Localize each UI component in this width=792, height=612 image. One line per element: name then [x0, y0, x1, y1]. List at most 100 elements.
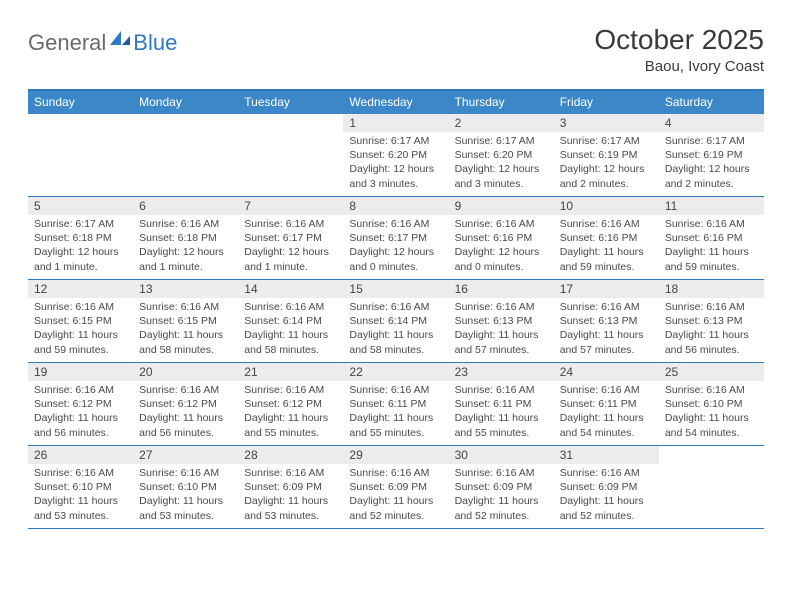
day-number: 6 — [133, 197, 238, 215]
sunrise-text: Sunrise: 6:17 AM — [34, 217, 127, 231]
day-body: Sunrise: 6:16 AMSunset: 6:12 PMDaylight:… — [133, 381, 238, 444]
day-number: 21 — [238, 363, 343, 381]
day-body: Sunrise: 6:16 AMSunset: 6:09 PMDaylight:… — [238, 464, 343, 527]
sunrise-text: Sunrise: 6:16 AM — [560, 466, 653, 480]
day-cell: 17Sunrise: 6:16 AMSunset: 6:13 PMDayligh… — [554, 280, 659, 362]
day-cell: 18Sunrise: 6:16 AMSunset: 6:13 PMDayligh… — [659, 280, 764, 362]
sunset-text: Sunset: 6:16 PM — [455, 231, 548, 245]
day-cell: 3Sunrise: 6:17 AMSunset: 6:19 PMDaylight… — [554, 114, 659, 196]
day-number — [28, 114, 133, 131]
day-body: Sunrise: 6:16 AMSunset: 6:15 PMDaylight:… — [28, 298, 133, 361]
day-cell: 29Sunrise: 6:16 AMSunset: 6:09 PMDayligh… — [343, 446, 448, 528]
sunset-text: Sunset: 6:12 PM — [244, 397, 337, 411]
day-body: Sunrise: 6:17 AMSunset: 6:19 PMDaylight:… — [554, 132, 659, 195]
sunrise-text: Sunrise: 6:16 AM — [349, 217, 442, 231]
sunrise-text: Sunrise: 6:16 AM — [349, 300, 442, 314]
day-body — [28, 131, 133, 137]
daylight-text: Daylight: 11 hours and 56 minutes. — [139, 411, 232, 439]
day-number: 23 — [449, 363, 554, 381]
day-body: Sunrise: 6:16 AMSunset: 6:12 PMDaylight:… — [238, 381, 343, 444]
day-number: 16 — [449, 280, 554, 298]
daylight-text: Daylight: 11 hours and 55 minutes. — [349, 411, 442, 439]
day-cell — [659, 446, 764, 528]
sunrise-text: Sunrise: 6:16 AM — [244, 300, 337, 314]
day-body: Sunrise: 6:16 AMSunset: 6:11 PMDaylight:… — [343, 381, 448, 444]
sunrise-text: Sunrise: 6:16 AM — [139, 466, 232, 480]
day-cell: 16Sunrise: 6:16 AMSunset: 6:13 PMDayligh… — [449, 280, 554, 362]
week-row: 19Sunrise: 6:16 AMSunset: 6:12 PMDayligh… — [28, 363, 764, 446]
day-number: 22 — [343, 363, 448, 381]
day-body: Sunrise: 6:16 AMSunset: 6:16 PMDaylight:… — [659, 215, 764, 278]
day-cell: 9Sunrise: 6:16 AMSunset: 6:16 PMDaylight… — [449, 197, 554, 279]
daylight-text: Daylight: 11 hours and 58 minutes. — [139, 328, 232, 356]
sunset-text: Sunset: 6:13 PM — [560, 314, 653, 328]
sunrise-text: Sunrise: 6:16 AM — [665, 383, 758, 397]
logo-sail-icon — [109, 30, 131, 53]
sunrise-text: Sunrise: 6:16 AM — [455, 466, 548, 480]
weekday-header-row: SundayMondayTuesdayWednesdayThursdayFrid… — [28, 91, 764, 114]
day-body: Sunrise: 6:17 AMSunset: 6:18 PMDaylight:… — [28, 215, 133, 278]
sunrise-text: Sunrise: 6:17 AM — [560, 134, 653, 148]
sunset-text: Sunset: 6:11 PM — [560, 397, 653, 411]
sunset-text: Sunset: 6:20 PM — [349, 148, 442, 162]
day-cell: 22Sunrise: 6:16 AMSunset: 6:11 PMDayligh… — [343, 363, 448, 445]
day-body — [659, 463, 764, 469]
day-number — [133, 114, 238, 131]
day-body: Sunrise: 6:16 AMSunset: 6:09 PMDaylight:… — [554, 464, 659, 527]
daylight-text: Daylight: 11 hours and 52 minutes. — [560, 494, 653, 522]
day-body — [238, 131, 343, 137]
day-body: Sunrise: 6:16 AMSunset: 6:13 PMDaylight:… — [554, 298, 659, 361]
sunset-text: Sunset: 6:13 PM — [665, 314, 758, 328]
daylight-text: Daylight: 11 hours and 54 minutes. — [665, 411, 758, 439]
day-number: 20 — [133, 363, 238, 381]
day-cell: 12Sunrise: 6:16 AMSunset: 6:15 PMDayligh… — [28, 280, 133, 362]
sunset-text: Sunset: 6:14 PM — [244, 314, 337, 328]
sunset-text: Sunset: 6:15 PM — [139, 314, 232, 328]
day-number: 26 — [28, 446, 133, 464]
day-cell: 21Sunrise: 6:16 AMSunset: 6:12 PMDayligh… — [238, 363, 343, 445]
logo-text-blue: Blue — [133, 30, 177, 56]
daylight-text: Daylight: 11 hours and 52 minutes. — [349, 494, 442, 522]
sunset-text: Sunset: 6:18 PM — [139, 231, 232, 245]
sunset-text: Sunset: 6:18 PM — [34, 231, 127, 245]
day-number: 2 — [449, 114, 554, 132]
day-number: 3 — [554, 114, 659, 132]
daylight-text: Daylight: 11 hours and 55 minutes. — [244, 411, 337, 439]
sunset-text: Sunset: 6:15 PM — [34, 314, 127, 328]
day-cell — [238, 114, 343, 196]
day-number: 9 — [449, 197, 554, 215]
day-number: 29 — [343, 446, 448, 464]
week-row: 26Sunrise: 6:16 AMSunset: 6:10 PMDayligh… — [28, 446, 764, 529]
sunrise-text: Sunrise: 6:17 AM — [455, 134, 548, 148]
daylight-text: Daylight: 11 hours and 53 minutes. — [244, 494, 337, 522]
week-row: 12Sunrise: 6:16 AMSunset: 6:15 PMDayligh… — [28, 280, 764, 363]
daylight-text: Daylight: 11 hours and 53 minutes. — [34, 494, 127, 522]
daylight-text: Daylight: 11 hours and 53 minutes. — [139, 494, 232, 522]
sunrise-text: Sunrise: 6:16 AM — [244, 383, 337, 397]
day-number: 15 — [343, 280, 448, 298]
daylight-text: Daylight: 11 hours and 56 minutes. — [665, 328, 758, 356]
daylight-text: Daylight: 12 hours and 2 minutes. — [560, 162, 653, 190]
daylight-text: Daylight: 11 hours and 55 minutes. — [455, 411, 548, 439]
day-number: 28 — [238, 446, 343, 464]
sunrise-text: Sunrise: 6:16 AM — [139, 383, 232, 397]
sunset-text: Sunset: 6:09 PM — [244, 480, 337, 494]
sunset-text: Sunset: 6:10 PM — [665, 397, 758, 411]
weekday-thursday: Thursday — [449, 91, 554, 114]
day-cell: 26Sunrise: 6:16 AMSunset: 6:10 PMDayligh… — [28, 446, 133, 528]
day-body: Sunrise: 6:16 AMSunset: 6:15 PMDaylight:… — [133, 298, 238, 361]
daylight-text: Daylight: 11 hours and 59 minutes. — [34, 328, 127, 356]
day-number: 8 — [343, 197, 448, 215]
sunset-text: Sunset: 6:12 PM — [139, 397, 232, 411]
title-block: October 2025 Baou, Ivory Coast — [594, 24, 764, 75]
sunrise-text: Sunrise: 6:17 AM — [665, 134, 758, 148]
day-number: 31 — [554, 446, 659, 464]
header: General Blue October 2025 Baou, Ivory Co… — [28, 24, 764, 75]
sunrise-text: Sunrise: 6:16 AM — [455, 383, 548, 397]
day-number: 5 — [28, 197, 133, 215]
day-number — [238, 114, 343, 131]
weekday-wednesday: Wednesday — [343, 91, 448, 114]
daylight-text: Daylight: 12 hours and 1 minute. — [244, 245, 337, 273]
day-number: 25 — [659, 363, 764, 381]
day-body: Sunrise: 6:16 AMSunset: 6:14 PMDaylight:… — [238, 298, 343, 361]
